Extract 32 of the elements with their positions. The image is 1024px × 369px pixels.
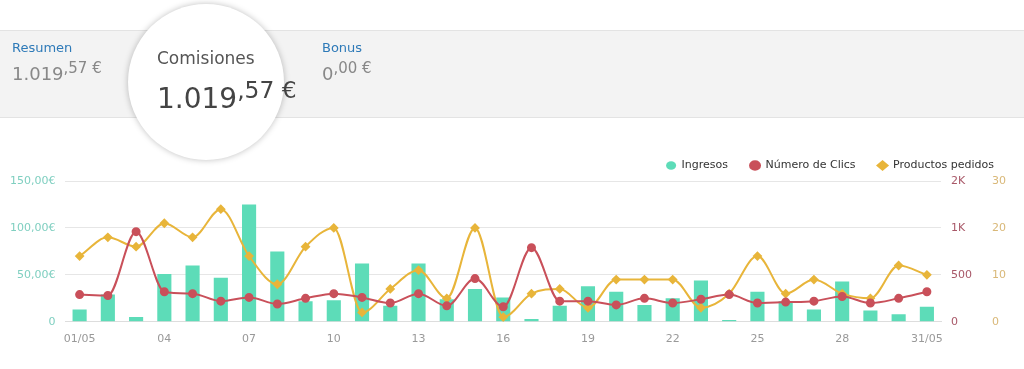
x-tick-label: 10 <box>326 332 341 346</box>
text: Comisiones <box>157 48 256 68</box>
text: Bonus <box>322 40 364 55</box>
legend-label: Productos pedidos <box>893 158 995 172</box>
y-tick-label: 150,00€ <box>9 173 56 187</box>
y-tick-label: 100,00€ <box>9 220 56 234</box>
y3-tick-label: 20 <box>992 220 1006 234</box>
x-tick-label: 16 <box>496 332 511 346</box>
y-tick-label: 50,00€ <box>16 267 56 281</box>
x-tick-label: 25 <box>750 332 765 346</box>
y2-tick-label: 1K <box>951 220 967 234</box>
x-tick-label: 07 <box>242 332 257 346</box>
x-tick-label: 19 <box>580 332 595 346</box>
x-tick-label: 31/05 <box>911 332 943 346</box>
y3-tick-label: 0 <box>992 314 999 328</box>
x-tick-label: 22 <box>665 332 680 346</box>
y2-tick-label: 0 <box>951 314 959 328</box>
text: 0$^{,00 €}$ <box>322 59 372 84</box>
text: 1.019$^{,57 €}$ <box>12 59 102 84</box>
text: 1.019$^{,57 €}$ <box>157 76 297 116</box>
y3-tick-label: 30 <box>992 173 1006 187</box>
x-tick-label: 01/05 <box>63 332 96 346</box>
x-tick-label: 04 <box>157 332 172 346</box>
y-tick-label: 0 <box>48 314 56 328</box>
legend-label: Ingresos <box>681 158 729 172</box>
x-tick-label: 28 <box>835 332 850 346</box>
y2-tick-label: 500 <box>951 267 973 281</box>
x-tick-label: 13 <box>411 332 426 346</box>
y3-tick-label: 10 <box>992 267 1006 281</box>
legend-label: Número de Clics <box>765 158 856 172</box>
y2-tick-label: 2K <box>951 173 967 187</box>
text: Resumen <box>12 40 74 55</box>
